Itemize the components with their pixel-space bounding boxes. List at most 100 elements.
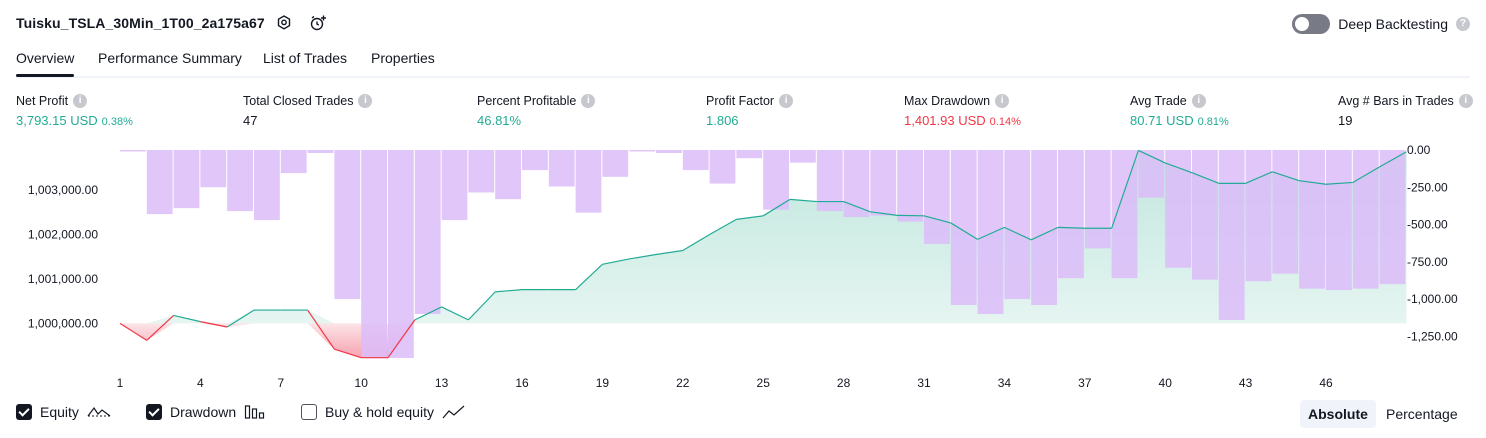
- x-axis-tick: 7: [277, 376, 284, 390]
- metric-label: Total Closed Trades: [243, 94, 354, 108]
- info-icon[interactable]: i: [779, 94, 794, 108]
- equity-segment: [1191, 172, 1220, 184]
- x-axis-tick: 28: [837, 376, 851, 390]
- drawdown-bar: [790, 150, 816, 163]
- equity-checkbox[interactable]: [16, 404, 32, 420]
- legend-label: Equity: [40, 404, 79, 420]
- settings-icon[interactable]: [274, 13, 294, 33]
- equity-line-icon: [87, 406, 111, 417]
- drawdown-bar: [897, 150, 923, 222]
- drawdown-bar: [1031, 150, 1057, 306]
- x-axis-tick: 19: [596, 376, 610, 390]
- tab-properties[interactable]: Properties: [371, 50, 435, 66]
- drawdown-bar: [522, 150, 548, 171]
- x-axis-tick: 31: [917, 376, 931, 390]
- drawdown-bar: [1192, 150, 1218, 280]
- equity-drawdown-chart[interactable]: 1,000,000.00 1,001,000.00 1,002,000.00 1,00…: [0, 140, 1486, 398]
- drawdown-bar: [227, 150, 253, 212]
- tab-overview[interactable]: Overview: [16, 50, 75, 77]
- info-icon[interactable]: i: [358, 94, 373, 108]
- drawdown-bar: [950, 150, 977, 306]
- equity-segment: [950, 222, 978, 240]
- metric-net-profit: Net Profit i 3,793.15 USD 0.38%: [16, 94, 133, 128]
- metric-profit-factor: Profit Factor i 1.806: [706, 94, 794, 128]
- tab-list-of-trades[interactable]: List of Trades: [263, 50, 348, 66]
- drawdown-bar: [1379, 150, 1406, 285]
- metric-max-drawdown: Max Drawdown i 1,401.93 USD 0.14%: [904, 94, 1021, 128]
- equity-segment: [119, 322, 148, 341]
- equity-axis-labels: 1,000,000.00 1,001,000.00 1,002,000.00 1,00…: [28, 183, 98, 330]
- equity-segment: [575, 263, 603, 291]
- equity-segment: [226, 309, 255, 328]
- drawdown-bar: [1111, 150, 1138, 279]
- drawdown-axis-tick: -250.00: [1407, 180, 1448, 194]
- drawdown-bar: [870, 150, 897, 216]
- equity-segment: [870, 211, 898, 216]
- metric-label: Net Profit: [16, 94, 69, 108]
- equity-segment: [655, 249, 683, 256]
- drawdown-bar: [816, 150, 843, 212]
- x-axis-tick: 22: [676, 376, 690, 390]
- drawdown-axis-tick: 0.00: [1407, 143, 1431, 157]
- equity-axis-tick: 1,002,000.00: [28, 227, 98, 241]
- absolute-button[interactable]: Absolute: [1300, 400, 1376, 428]
- equity-segment: [843, 201, 871, 213]
- equity-segment: [762, 198, 791, 217]
- info-icon[interactable]: i: [73, 94, 88, 108]
- drawdown-checkbox[interactable]: [146, 404, 162, 420]
- equity-axis-tick: 1,003,000.00: [28, 183, 98, 197]
- drawdown-bar: [334, 150, 361, 300]
- drawdown-bar: [1218, 150, 1245, 320]
- equity-axis-tick: 1,001,000.00: [28, 272, 98, 286]
- legend-buy-hold[interactable]: Buy & hold equity: [301, 404, 466, 420]
- legend-drawdown[interactable]: Drawdown: [146, 404, 266, 420]
- strategy-title: Tuisku_TSLA_30Min_1T00_2a175a67: [16, 15, 265, 31]
- drawdown-bar: [1326, 150, 1352, 291]
- drawdown-bar: [1058, 150, 1084, 279]
- drawdown-bar: [200, 150, 227, 188]
- equity-segment: [414, 306, 442, 321]
- drawdown-bar: [1138, 150, 1165, 198]
- x-axis-tick: 37: [1078, 376, 1092, 390]
- equity-segment: [923, 215, 951, 224]
- buy-hold-line-icon: [442, 405, 465, 419]
- drawdown-bar: [173, 150, 200, 209]
- equity-segment: [1379, 151, 1407, 168]
- info-icon[interactable]: i: [995, 94, 1010, 108]
- drawdown-bar: [924, 150, 950, 244]
- deep-backtesting-toggle[interactable]: [1292, 14, 1331, 34]
- buy-hold-checkbox[interactable]: [301, 404, 317, 420]
- drawdown-axis-tick: -1,000.00: [1407, 292, 1458, 306]
- info-icon[interactable]: i: [1458, 94, 1473, 108]
- equity-negative-area: [120, 323, 1407, 358]
- drawdown-bar: [1352, 150, 1379, 289]
- equity-segment: [629, 253, 657, 260]
- equity-segment: [977, 226, 1005, 240]
- drawdown-bar: [629, 150, 655, 152]
- info-icon[interactable]: i: [581, 94, 596, 108]
- drawdown-bar: [1245, 150, 1272, 282]
- help-icon[interactable]: ?: [1456, 17, 1470, 31]
- drawdown-axis-labels: 0.00 -250.00 -500.00 -750.00 -1,000.00 -1,250…: [1407, 143, 1458, 343]
- equity-segment: [146, 314, 175, 341]
- tab-performance-summary[interactable]: Performance Summary: [98, 50, 242, 66]
- equity-positive-area: [120, 150, 1407, 324]
- add-alert-icon[interactable]: [308, 13, 328, 33]
- drawdown-bar: [254, 150, 280, 221]
- metric-percent: 0.81%: [1197, 116, 1229, 128]
- metric-value: 1,401.93 USD: [904, 113, 986, 128]
- drawdown-bar: [307, 150, 334, 153]
- drawdown-bar: [709, 150, 736, 184]
- metric-percent: 0.14%: [989, 116, 1021, 128]
- metric-value: 80.71 USD: [1130, 113, 1194, 128]
- percentage-button[interactable]: Percentage: [1386, 406, 1458, 422]
- drawdown-bar: [602, 150, 629, 177]
- trade-number-axis-labels: 1 4 7 10 13 16 19 22 25 28 31 34 37 40 43 46: [117, 376, 1333, 390]
- legend-equity[interactable]: Equity: [16, 404, 111, 420]
- x-axis-tick: 43: [1239, 376, 1253, 390]
- drawdown-bar: [388, 150, 414, 358]
- equity-segment: [1057, 226, 1085, 229]
- drawdown-bar: [361, 150, 387, 358]
- x-axis-tick: 10: [355, 376, 369, 390]
- info-icon[interactable]: i: [1191, 94, 1206, 108]
